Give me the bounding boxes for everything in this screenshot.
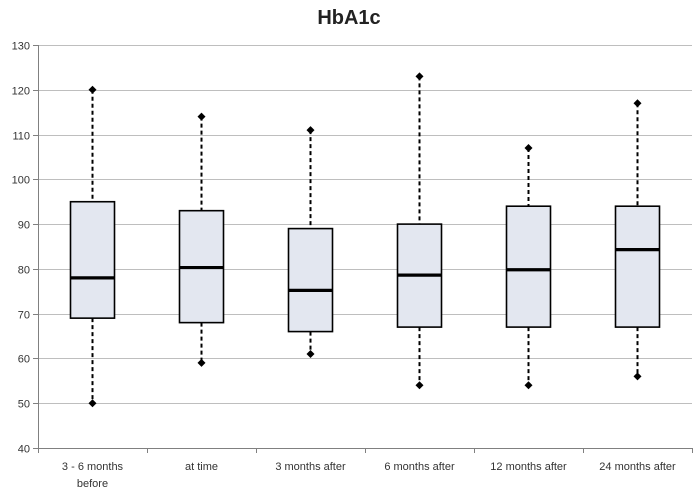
box-4-min-marker: [415, 381, 424, 390]
box-4-max-marker: [415, 72, 424, 81]
box-6: [614, 99, 661, 381]
y-tick-label-120: 120: [12, 86, 30, 98]
box-5-iqr: [505, 205, 552, 328]
box-2-min-marker: [197, 358, 206, 367]
x-category-label-5: 12 months after: [490, 461, 567, 473]
box-5: [505, 143, 552, 390]
box-4: [396, 72, 443, 390]
y-tick-label-40: 40: [18, 444, 30, 456]
chart-title: HbA1c: [317, 7, 380, 29]
y-tick-label-80: 80: [18, 265, 30, 277]
x-category-label-1-line-1: 3 - 6 months: [62, 461, 124, 473]
x-category-label-3: 3 months after: [275, 461, 346, 473]
box-5-max-marker: [524, 143, 533, 152]
box-1-iqr: [69, 200, 116, 319]
box-6-max-marker: [633, 99, 642, 108]
box-1-min-marker: [88, 399, 97, 408]
boxes: [69, 72, 661, 408]
box-2-max-marker: [197, 112, 206, 121]
box-3-iqr: [287, 227, 334, 333]
box-3-max-marker: [306, 126, 315, 135]
axis-labels: 40 50 60 70 80 90 100 110 120 130 3 - 6 months befo…: [12, 41, 676, 491]
y-tick-label-90: 90: [18, 220, 30, 232]
box-5-min-marker: [524, 381, 533, 390]
box-6-iqr: [614, 205, 661, 328]
y-tick-label-60: 60: [18, 354, 30, 366]
y-tick-label-50: 50: [18, 399, 30, 411]
y-tick-label-70: 70: [18, 310, 30, 322]
axes: [33, 45, 693, 453]
x-category-label-2: at time: [185, 461, 218, 473]
y-tick-label-110: 110: [12, 131, 30, 143]
x-category-label-1-line-2: before: [77, 478, 108, 490]
box-1: [69, 85, 116, 408]
box-3-min-marker: [306, 349, 315, 358]
box-2: [178, 112, 225, 367]
x-category-label-4: 6 months after: [384, 461, 455, 473]
box-6-min-marker: [633, 372, 642, 381]
y-tick-label-130: 130: [12, 41, 30, 53]
box-3: [287, 126, 334, 358]
x-category-label-6: 24 months after: [599, 461, 676, 473]
box-1-max-marker: [88, 85, 97, 94]
gridlines: [38, 45, 692, 404]
y-tick-label-100: 100: [12, 175, 30, 187]
